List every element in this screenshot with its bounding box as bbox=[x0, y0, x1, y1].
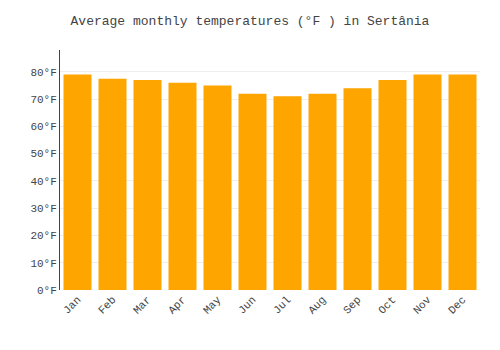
svg-text:80°F: 80°F bbox=[30, 67, 56, 79]
svg-text:40°F: 40°F bbox=[30, 176, 56, 188]
svg-text:Dec: Dec bbox=[446, 294, 468, 316]
svg-text:Sep: Sep bbox=[341, 294, 363, 316]
svg-text:Nov: Nov bbox=[411, 294, 434, 317]
svg-text:Jan: Jan bbox=[61, 294, 83, 316]
svg-text:70°F: 70°F bbox=[30, 94, 56, 106]
svg-text:May: May bbox=[201, 294, 224, 317]
svg-text:Mar: Mar bbox=[131, 294, 153, 316]
svg-text:10°F: 10°F bbox=[30, 258, 56, 270]
svg-text:Feb: Feb bbox=[96, 294, 118, 316]
svg-text:Oct: Oct bbox=[376, 294, 398, 316]
svg-text:0°F: 0°F bbox=[37, 285, 57, 297]
svg-text:50°F: 50°F bbox=[30, 148, 56, 160]
svg-text:Average monthly temperatures (: Average monthly temperatures (°F ) in Se… bbox=[71, 14, 430, 29]
svg-text:Apr: Apr bbox=[166, 294, 188, 316]
svg-text:30°F: 30°F bbox=[30, 203, 56, 215]
svg-text:Jul: Jul bbox=[271, 294, 293, 316]
svg-text:Aug: Aug bbox=[306, 294, 328, 316]
svg-text:Jun: Jun bbox=[236, 294, 258, 316]
svg-text:20°F: 20°F bbox=[30, 230, 56, 242]
svg-text:60°F: 60°F bbox=[30, 121, 56, 133]
